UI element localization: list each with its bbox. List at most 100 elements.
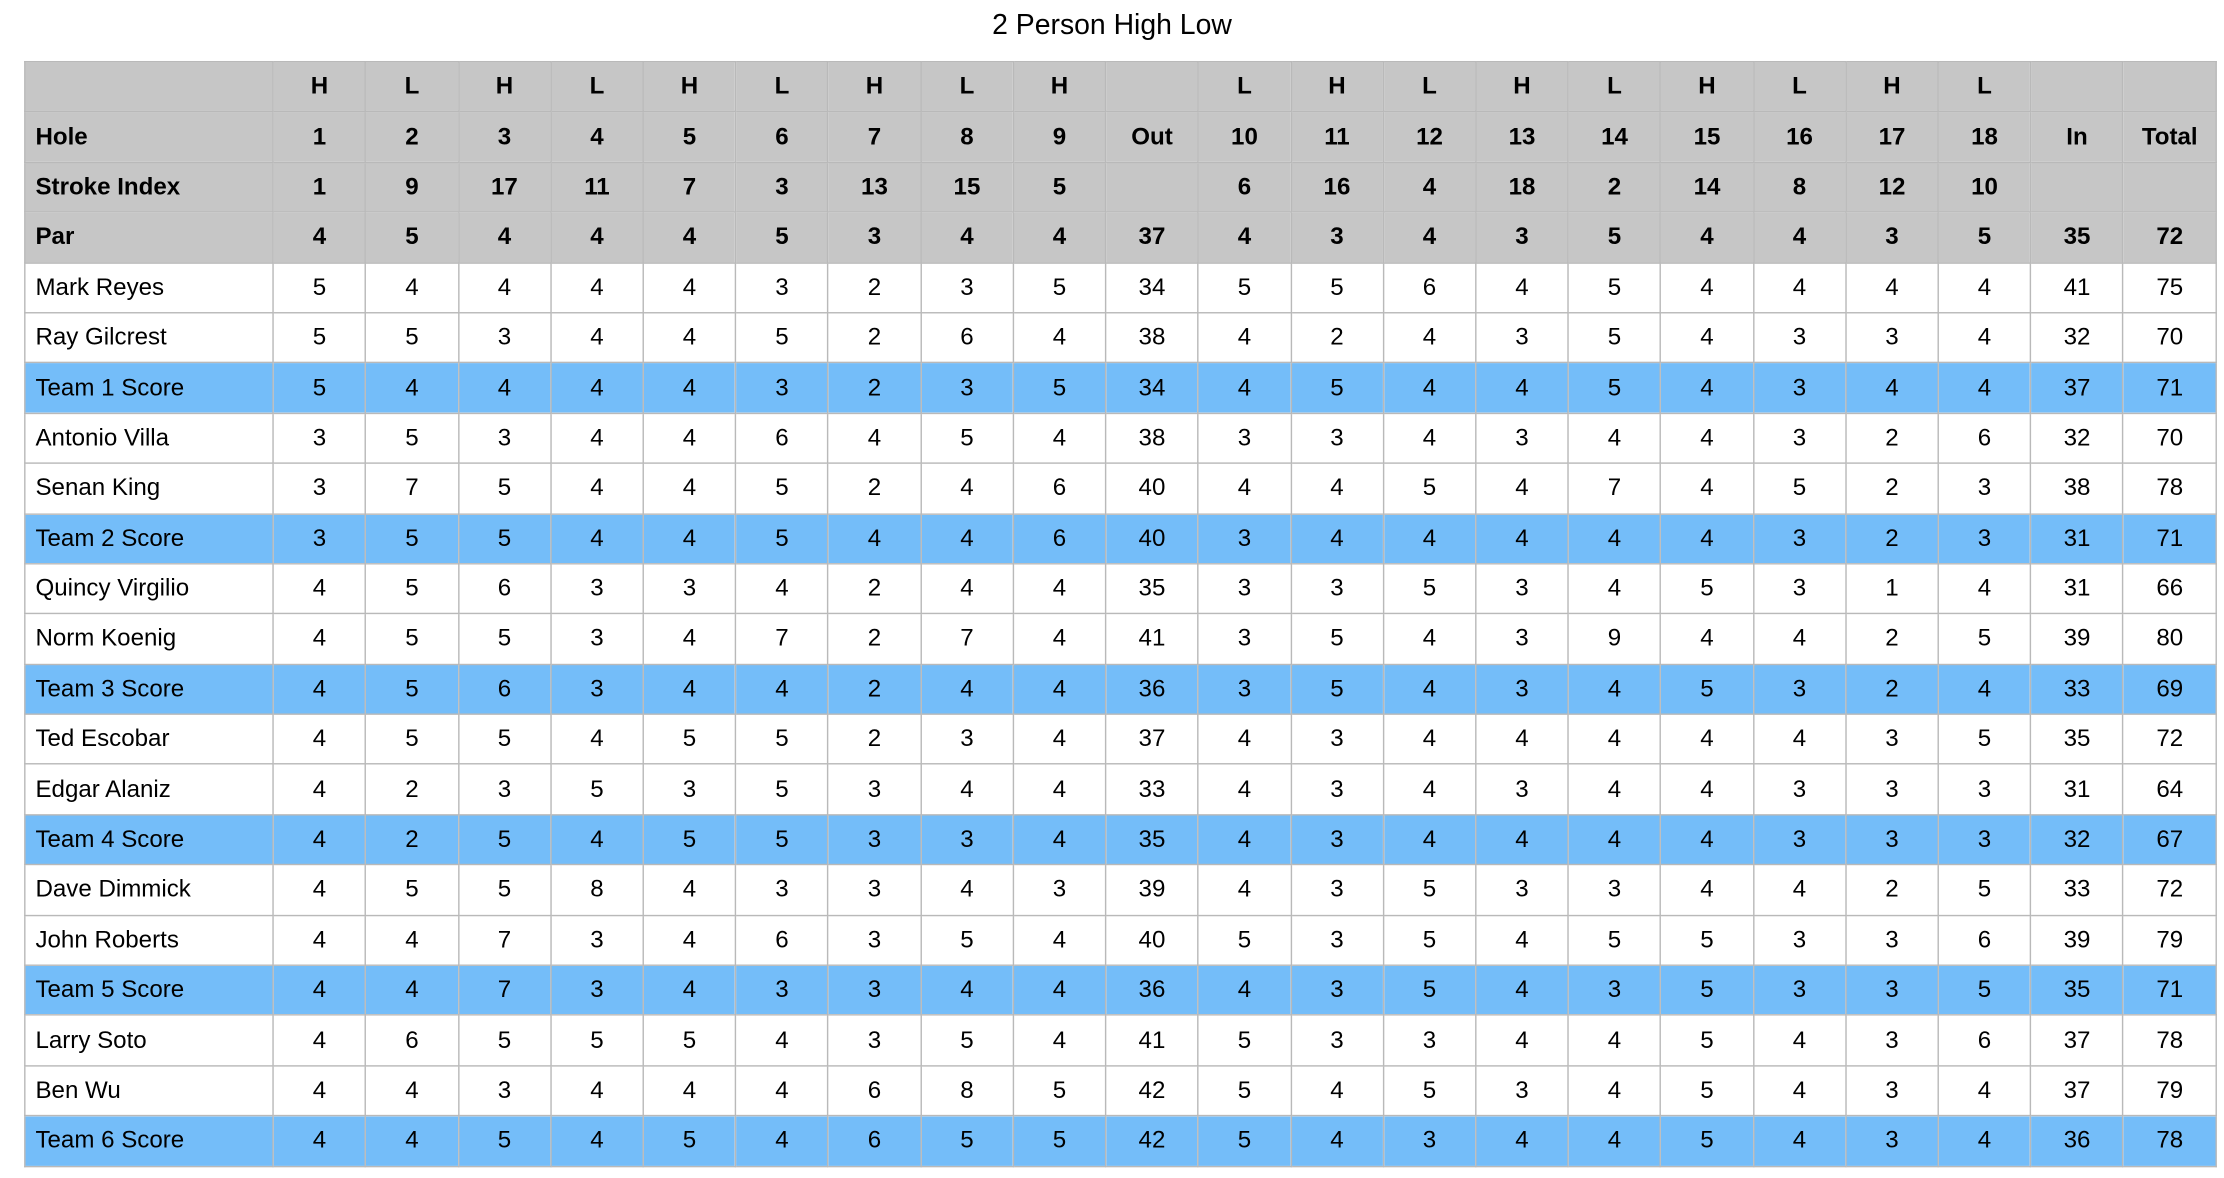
score-cell[interactable]: 5 bbox=[1567, 311, 1662, 364]
score-cell[interactable]: 6 bbox=[1012, 512, 1107, 565]
name-cell[interactable]: Ray Gilcrest bbox=[24, 311, 274, 364]
score-cell[interactable]: 2 bbox=[827, 562, 922, 615]
score-cell[interactable]: 4 bbox=[1752, 864, 1847, 916]
score-cell[interactable]: 4 bbox=[642, 964, 737, 1017]
score-cell[interactable]: 4 bbox=[1660, 864, 1754, 916]
score-cell[interactable]: 5 bbox=[1197, 914, 1292, 966]
score-cell[interactable]: 35 bbox=[1105, 813, 1199, 866]
header-cell[interactable]: H bbox=[1290, 60, 1384, 113]
score-cell[interactable]: 3 bbox=[457, 1064, 552, 1117]
score-cell[interactable]: 5 bbox=[735, 311, 829, 364]
score-cell[interactable]: 4 bbox=[735, 562, 829, 615]
score-cell[interactable]: 4 bbox=[1475, 261, 1569, 314]
header-cell[interactable]: 4 bbox=[1752, 211, 1847, 264]
score-cell[interactable]: 5 bbox=[642, 1115, 737, 1167]
header-cell[interactable]: 13 bbox=[1475, 111, 1569, 163]
score-cell[interactable]: 2 bbox=[1845, 613, 1939, 665]
header-cell[interactable]: Out bbox=[1105, 111, 1199, 163]
score-cell[interactable]: 4 bbox=[1937, 1115, 2032, 1167]
score-cell[interactable]: 6 bbox=[1937, 914, 2032, 966]
score-cell[interactable]: 4 bbox=[1567, 813, 1662, 866]
score-cell[interactable]: 3 bbox=[549, 663, 644, 715]
header-cell[interactable]: H bbox=[1012, 60, 1107, 113]
header-cell[interactable]: H bbox=[457, 60, 552, 113]
score-cell[interactable]: 5 bbox=[1012, 1115, 1107, 1167]
score-cell[interactable]: 3 bbox=[1290, 1014, 1384, 1067]
name-cell[interactable]: Mark Reyes bbox=[24, 261, 274, 314]
score-cell[interactable]: 79 bbox=[2122, 914, 2217, 966]
score-cell[interactable]: 3 bbox=[1752, 412, 1847, 464]
header-cell[interactable]: 3 bbox=[457, 111, 552, 163]
score-cell[interactable]: 5 bbox=[1197, 261, 1292, 314]
score-cell[interactable]: 3 bbox=[642, 562, 737, 615]
score-cell[interactable]: 3 bbox=[1197, 512, 1292, 565]
score-cell[interactable]: 3 bbox=[1752, 813, 1847, 866]
score-cell[interactable]: 3 bbox=[1845, 713, 1939, 766]
score-cell[interactable]: 3 bbox=[1937, 763, 2032, 816]
name-cell[interactable]: Team 1 Score bbox=[24, 362, 274, 414]
score-cell[interactable]: 71 bbox=[2122, 964, 2217, 1017]
score-cell[interactable]: 31 bbox=[2030, 562, 2124, 615]
score-cell[interactable]: 42 bbox=[1105, 1115, 1199, 1167]
score-cell[interactable]: 4 bbox=[1197, 362, 1292, 414]
score-cell[interactable]: 4 bbox=[1937, 663, 2032, 715]
score-cell[interactable]: 4 bbox=[549, 512, 644, 565]
score-cell[interactable]: 4 bbox=[1475, 462, 1569, 515]
score-cell[interactable]: 2 bbox=[1845, 462, 1939, 515]
header-label-cell[interactable]: Hole bbox=[24, 111, 274, 163]
score-cell[interactable]: 3 bbox=[1197, 613, 1292, 665]
score-cell[interactable]: 3 bbox=[920, 261, 1014, 314]
header-cell[interactable]: L bbox=[364, 60, 459, 113]
score-cell[interactable]: 37 bbox=[2030, 1064, 2124, 1117]
score-cell[interactable]: 4 bbox=[642, 311, 737, 364]
score-cell[interactable]: 4 bbox=[364, 914, 459, 966]
score-cell[interactable]: 4 bbox=[1290, 462, 1384, 515]
score-cell[interactable]: 5 bbox=[1382, 562, 1477, 615]
score-cell[interactable]: 72 bbox=[2122, 713, 2217, 766]
score-cell[interactable]: 5 bbox=[364, 663, 459, 715]
score-cell[interactable]: 5 bbox=[1290, 362, 1384, 414]
score-cell[interactable]: 78 bbox=[2122, 1014, 2217, 1067]
header-cell[interactable]: L bbox=[1937, 60, 2032, 113]
score-cell[interactable]: 5 bbox=[1567, 362, 1662, 414]
score-cell[interactable]: 3 bbox=[1937, 512, 2032, 565]
score-cell[interactable]: 3 bbox=[735, 362, 829, 414]
score-cell[interactable]: 2 bbox=[827, 613, 922, 665]
score-cell[interactable]: 4 bbox=[1567, 763, 1662, 816]
score-cell[interactable]: 3 bbox=[1845, 964, 1939, 1017]
score-cell[interactable]: 4 bbox=[272, 763, 367, 816]
score-cell[interactable]: 37 bbox=[1105, 713, 1199, 766]
score-cell[interactable]: 3 bbox=[549, 964, 644, 1017]
score-cell[interactable]: 3 bbox=[457, 311, 552, 364]
score-cell[interactable]: 5 bbox=[642, 1014, 737, 1067]
score-cell[interactable]: 5 bbox=[364, 713, 459, 766]
score-cell[interactable]: 5 bbox=[1660, 1014, 1754, 1067]
score-cell[interactable]: 4 bbox=[1382, 512, 1477, 565]
score-cell[interactable]: 4 bbox=[549, 1115, 644, 1167]
name-cell[interactable]: Team 4 Score bbox=[24, 813, 274, 866]
score-cell[interactable]: 4 bbox=[1382, 663, 1477, 715]
score-cell[interactable]: 5 bbox=[1382, 914, 1477, 966]
score-cell[interactable]: 4 bbox=[1012, 613, 1107, 665]
score-cell[interactable]: 40 bbox=[1105, 914, 1199, 966]
name-cell[interactable]: Larry Soto bbox=[24, 1014, 274, 1067]
score-cell[interactable]: 4 bbox=[1567, 562, 1662, 615]
score-cell[interactable]: 4 bbox=[272, 1064, 367, 1117]
score-cell[interactable]: 5 bbox=[1012, 362, 1107, 414]
score-cell[interactable]: 70 bbox=[2122, 412, 2217, 464]
header-cell[interactable]: 5 bbox=[735, 211, 829, 264]
score-cell[interactable]: 3 bbox=[827, 914, 922, 966]
header-cell[interactable]: 5 bbox=[1937, 211, 2032, 264]
score-cell[interactable]: 33 bbox=[1105, 763, 1199, 816]
name-cell[interactable]: Dave Dimmick bbox=[24, 864, 274, 916]
score-cell[interactable]: 42 bbox=[1105, 1064, 1199, 1117]
score-cell[interactable]: 6 bbox=[735, 914, 829, 966]
header-cell[interactable]: Total bbox=[2122, 111, 2217, 163]
header-cell[interactable]: L bbox=[1197, 60, 1292, 113]
header-cell[interactable]: H bbox=[642, 60, 737, 113]
score-cell[interactable]: 5 bbox=[457, 613, 552, 665]
score-cell[interactable]: 4 bbox=[1197, 813, 1292, 866]
score-cell[interactable]: 3 bbox=[1752, 914, 1847, 966]
header-cell[interactable]: 4 bbox=[1382, 211, 1477, 264]
score-cell[interactable]: 3 bbox=[1382, 1014, 1477, 1067]
